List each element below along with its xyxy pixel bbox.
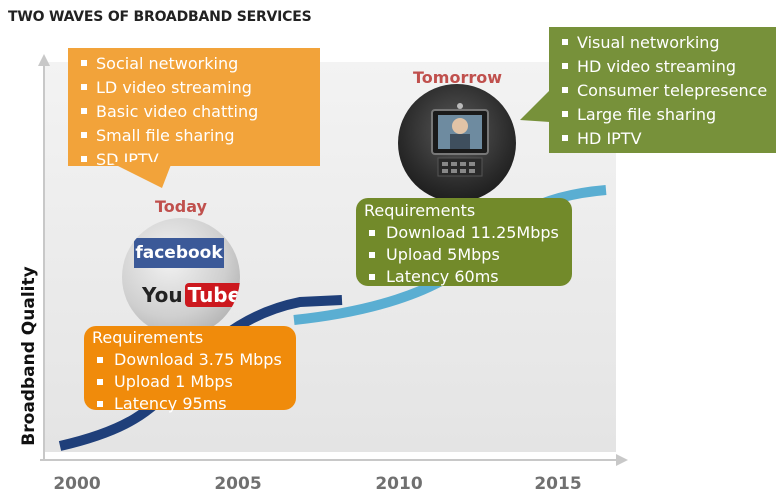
tomorrow-requirement-item: Download 11.25Mbps xyxy=(360,222,568,244)
tomorrow-services-callout: Visual networking HD video streaming Con… xyxy=(549,27,776,153)
today-service-item: LD video streaming xyxy=(78,76,320,100)
tomorrow-service-item: Consumer telepresence xyxy=(559,79,776,103)
tomorrow-service-item: Large file sharing xyxy=(559,103,776,127)
today-requirement-item: Latency 95ms xyxy=(88,393,292,415)
facebook-logo: facebook xyxy=(134,238,224,268)
tomorrow-requirements-box: Requirements Download 11.25Mbps Upload 5… xyxy=(356,198,572,286)
today-service-item: Basic video chatting xyxy=(78,100,320,124)
y-axis-label: Broadband Quality xyxy=(19,266,39,446)
today-requirement-item: Download 3.75 Mbps xyxy=(88,349,292,371)
today-service-item: Small file sharing xyxy=(78,124,320,148)
tomorrow-service-item: Visual networking xyxy=(559,31,776,55)
today-label: Today xyxy=(155,197,207,216)
tomorrow-requirements-title: Requirements xyxy=(364,201,476,220)
today-requirements-box: Requirements Download 3.75 Mbps Upload 1… xyxy=(84,326,296,413)
page-title: TWO WAVES OF BROADBAND SERVICES xyxy=(8,9,312,25)
x-tick-2000: 2000 xyxy=(53,474,101,494)
today-service-item: Social networking xyxy=(78,52,320,76)
telepresence-device-drawing xyxy=(431,103,489,177)
x-tick-2005: 2005 xyxy=(214,474,262,494)
tomorrow-service-item: HD IPTV xyxy=(559,127,776,151)
x-axis-arrow xyxy=(616,454,628,466)
tomorrow-requirement-item: Upload 5Mbps xyxy=(360,244,568,266)
x-tick-2015: 2015 xyxy=(534,474,582,494)
today-callout-tail xyxy=(110,162,172,188)
tomorrow-callout-tail xyxy=(520,90,550,122)
tomorrow-label: Tomorrow xyxy=(413,68,502,87)
tomorrow-requirement-item: Latency 60ms xyxy=(360,266,568,288)
y-axis-arrow xyxy=(38,54,50,66)
youtube-logo-you: You xyxy=(142,283,183,307)
telepresence-device-icon xyxy=(398,84,516,202)
today-services-callout: Social networking LD video streaming Bas… xyxy=(68,48,320,169)
tomorrow-service-item: HD video streaming xyxy=(559,55,776,79)
today-requirements-title: Requirements xyxy=(92,328,204,347)
today-requirement-item: Upload 1 Mbps xyxy=(88,371,292,393)
youtube-logo: You Tube xyxy=(142,280,240,310)
youtube-logo-tube: Tube xyxy=(184,283,240,307)
x-tick-2010: 2010 xyxy=(375,474,423,494)
facebook-youtube-logo-icon: facebook You Tube xyxy=(122,218,240,336)
